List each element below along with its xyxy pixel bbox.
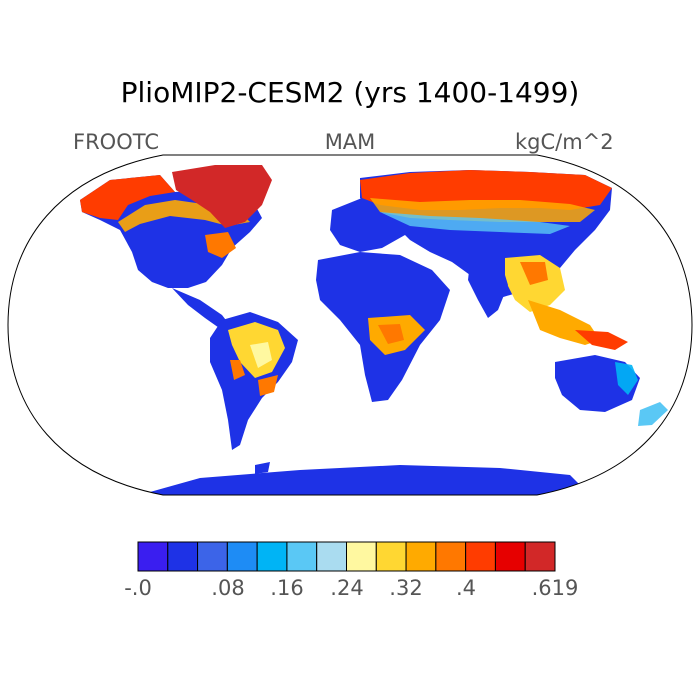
colorbar-swatch (346, 541, 377, 572)
colorbar-tick-label: .08 (211, 576, 245, 600)
colorbar-swatch (137, 541, 169, 572)
season-label: MAM (324, 130, 376, 154)
colorbar-swatch (465, 541, 496, 572)
colorbar-swatch (197, 541, 228, 572)
colorbar-swatch (286, 541, 318, 572)
colorbar-swatch (167, 541, 199, 572)
colorbar (137, 541, 556, 572)
map-title: PlioMIP2-CESM2 (yrs 1400-1499) (120, 76, 580, 109)
colorbar-swatch (524, 541, 556, 572)
colorbar-swatch (435, 541, 467, 572)
colorbar-tick-label: .24 (330, 576, 364, 600)
colorbar-tick-label: .4 (455, 576, 477, 600)
colorbar-tick-label: .32 (389, 576, 423, 600)
units-label: kgC/m^2 (515, 130, 614, 154)
colorbar-tick-label: .16 (270, 576, 304, 600)
globe-outline (7, 154, 693, 496)
colorbar-swatch (375, 541, 407, 572)
colorbar-swatch (256, 541, 288, 572)
colorbar-tick-label: -.0 (124, 576, 152, 600)
colorbar-swatch (494, 541, 526, 572)
land-field (80, 165, 668, 495)
variable-label: FROOTC (73, 130, 159, 154)
colorbar-swatch (316, 541, 348, 572)
colorbar-swatch (405, 541, 437, 572)
colorbar-swatch (226, 541, 258, 572)
colorbar-tick-label: .619 (531, 576, 579, 600)
